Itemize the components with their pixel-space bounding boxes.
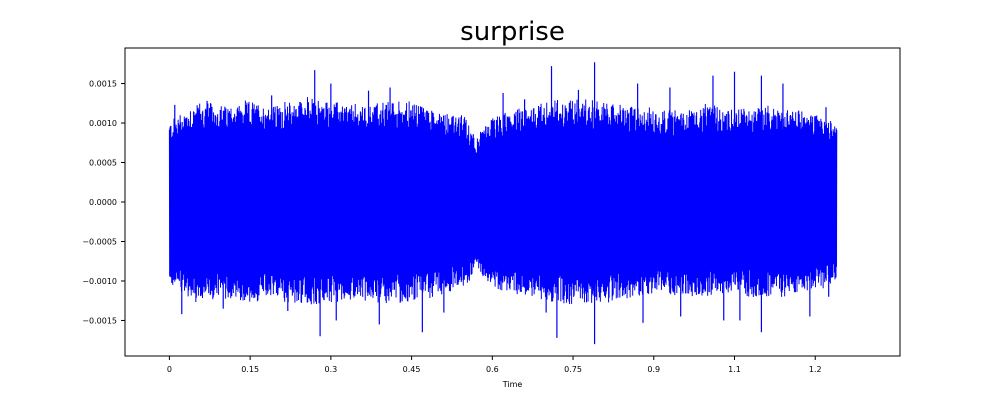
x-tick-label: 1.1 xyxy=(728,365,741,374)
x-tick-label: 0.75 xyxy=(564,365,582,374)
y-tick-label: −0.0010 xyxy=(82,277,117,286)
x-tick-label: 0.45 xyxy=(403,365,421,374)
y-axis: −0.0015 −0.0010 −0.0005 0.0000 0.0005 0.0010 0… xyxy=(82,80,125,325)
y-tick-label: −0.0005 xyxy=(82,237,117,246)
x-tick-label: 0.6 xyxy=(486,365,499,374)
y-tick-label: 0.0005 xyxy=(89,159,117,168)
y-tick-label: −0.0015 xyxy=(82,316,117,325)
plot-area xyxy=(168,62,838,345)
x-axis-label: Time xyxy=(502,380,523,389)
x-tick-label: 1.2 xyxy=(809,365,822,374)
x-tick-label: 0 xyxy=(167,365,172,374)
y-tick-label: 0.0010 xyxy=(89,119,117,128)
y-tick-label: 0.0015 xyxy=(89,80,117,89)
x-tick-label: 0.3 xyxy=(324,365,337,374)
x-tick-label: 0.15 xyxy=(241,365,259,374)
y-tick-label: 0.0000 xyxy=(89,198,117,207)
x-tick-label: 0.9 xyxy=(647,365,660,374)
x-axis: 0 0.15 0.3 0.45 0.6 0.75 0.9 1.1 1.2 xyxy=(167,356,822,374)
chart-title: surprise xyxy=(460,17,565,47)
